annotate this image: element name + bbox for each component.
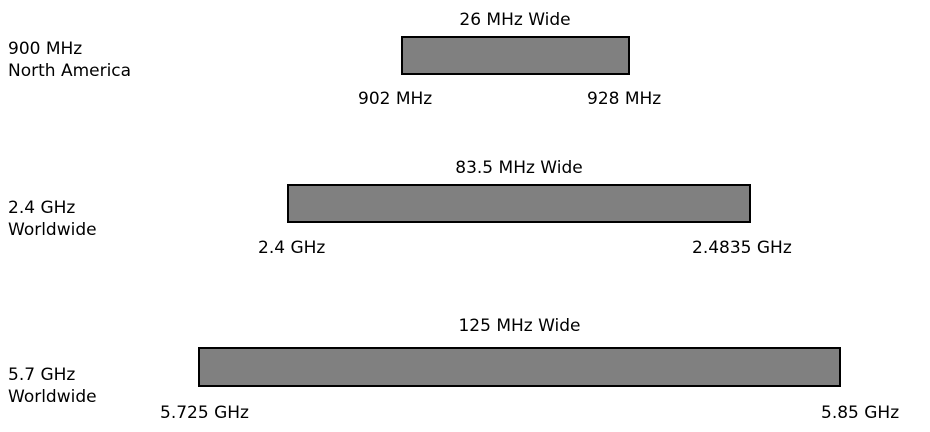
band-900mhz-width-label: 26 MHz Wide	[459, 10, 571, 30]
band-900mhz-bar	[401, 36, 630, 75]
band-5-7ghz-start-label: 5.725 GHz	[160, 403, 249, 423]
band-5-7ghz-region-name: 5.7 GHz	[8, 365, 76, 385]
band-5-7ghz-region-area: Worldwide	[8, 387, 97, 407]
band-2-4ghz-start-label: 2.4 GHz	[258, 238, 326, 258]
band-2-4ghz-bar	[287, 184, 751, 223]
band-900mhz-end-label: 928 MHz	[587, 89, 662, 109]
band-5-7ghz-bar	[198, 347, 841, 387]
band-2-4ghz-end-label: 2.4835 GHz	[692, 238, 792, 258]
band-2-4ghz-width-label: 83.5 MHz Wide	[455, 158, 583, 178]
band-2-4ghz-region-name: 2.4 GHz	[8, 198, 76, 218]
band-900mhz-start-label: 902 MHz	[358, 89, 433, 109]
band-5-7ghz-end-label: 5.85 GHz	[821, 403, 900, 423]
band-5-7ghz-width-label: 125 MHz Wide	[458, 316, 581, 336]
band-900mhz-region-name: 900 MHz	[8, 39, 83, 59]
band-2-4ghz-region-area: Worldwide	[8, 220, 97, 240]
band-900mhz-region-area: North America	[8, 61, 132, 81]
